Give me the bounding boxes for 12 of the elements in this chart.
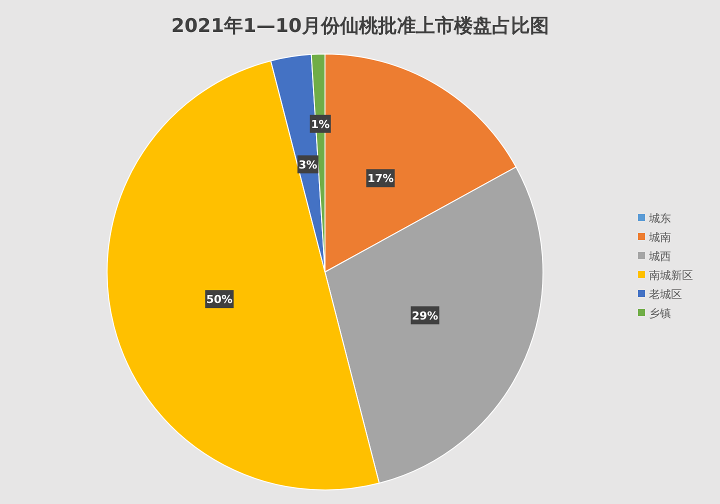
legend-label: 老城区 — [649, 288, 682, 301]
data-label: 3% — [298, 158, 318, 172]
legend-label: 城南 — [648, 231, 671, 244]
legend-label: 南城新区 — [649, 269, 693, 282]
legend-label: 乡镇 — [649, 307, 671, 320]
legend-label: 城东 — [648, 212, 671, 225]
data-label: 29% — [412, 309, 438, 322]
legend-label: 城西 — [648, 250, 671, 263]
data-label: 17% — [367, 172, 394, 186]
data-label: 1% — [311, 118, 330, 131]
chart-title: 2021年1—10月份仙桃批准上市楼盘占比图 — [171, 15, 549, 37]
data-label: 50% — [206, 293, 233, 306]
